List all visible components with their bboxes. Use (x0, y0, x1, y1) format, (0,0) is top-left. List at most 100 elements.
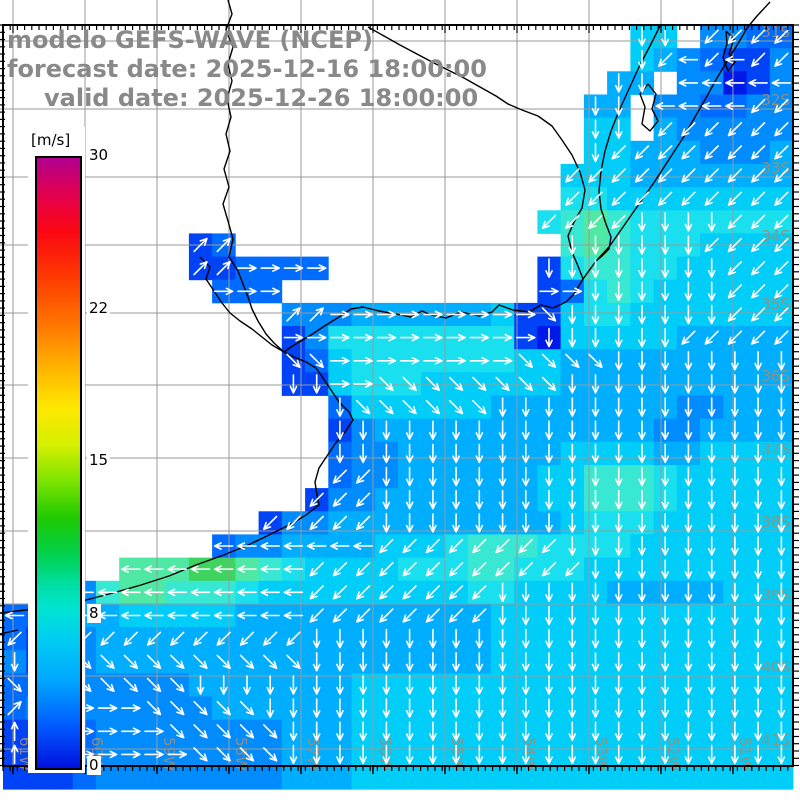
wind-direction-arrow (498, 675, 507, 695)
wind-speed-cell (490, 766, 515, 790)
wind-direction-arrow (661, 397, 670, 417)
wind-direction-arrow (707, 281, 716, 302)
wind-direction-arrow (382, 698, 391, 718)
wind-direction-arrow (591, 744, 600, 765)
wind-direction-arrow (216, 654, 231, 669)
wind-direction-arrow (263, 654, 278, 669)
wind-direction-arrow (638, 698, 646, 718)
wind-direction-arrow (498, 605, 507, 626)
wind-direction-arrow (452, 466, 460, 487)
lat-label: 32S (761, 91, 790, 109)
wind-speed-cell (514, 766, 538, 790)
colorbar-gradient-bar (35, 156, 82, 770)
wind-direction-arrow (568, 721, 577, 742)
wind-direction-arrow (701, 102, 722, 110)
wind-direction-arrow (704, 237, 719, 253)
wind-direction-arrow (429, 721, 437, 742)
wind-direction-arrow (731, 374, 739, 394)
wind-direction-arrow (312, 721, 321, 742)
wind-direction-arrow (336, 420, 344, 440)
wind-direction-arrow (379, 399, 394, 415)
wind-direction-arrow (405, 420, 414, 440)
wind-direction-arrow (263, 515, 278, 530)
wind-direction-arrow (591, 721, 600, 742)
wind-direction-arrow (359, 628, 367, 649)
wind-direction-arrow (661, 327, 670, 348)
wind-direction-arrow (565, 168, 580, 183)
wind-direction-arrow (289, 721, 298, 742)
wind-direction-arrow (521, 582, 530, 603)
wind-direction-arrow (638, 466, 646, 487)
wind-direction-arrow (541, 376, 557, 392)
wind-direction-arrow (405, 675, 414, 695)
wind-direction-arrow (336, 721, 344, 742)
wind-direction-arrow (425, 538, 440, 554)
wind-direction-arrow (190, 611, 211, 620)
wind-speed-cell (165, 766, 190, 790)
wind-direction-arrow (614, 698, 623, 718)
wind-direction-arrow (684, 536, 693, 556)
wind-direction-arrow (614, 304, 623, 325)
wind-direction-arrow (472, 585, 487, 600)
wind-direction-arrow (684, 652, 693, 672)
wind-direction-arrow (684, 698, 693, 718)
wind-direction-arrow (704, 168, 719, 183)
wind-direction-arrow (376, 310, 397, 319)
wind-direction-arrow (754, 466, 762, 487)
wind-direction-arrow (498, 420, 507, 440)
wind-direction-arrow (611, 214, 626, 229)
wind-speed-cell (700, 766, 724, 790)
wind-direction-arrow (356, 562, 371, 577)
wind-direction-arrow (429, 675, 437, 695)
wind-direction-arrow (312, 628, 321, 649)
wind-direction-arrow (359, 443, 367, 464)
wind-direction-arrow (309, 585, 324, 600)
wind-direction-arrow (681, 168, 696, 183)
lat-label: 31S (761, 23, 790, 41)
wind-direction-arrow (10, 744, 19, 765)
wind-direction-arrow (707, 721, 716, 742)
wind-direction-arrow (7, 677, 22, 693)
wind-direction-arrow (771, 79, 792, 87)
wind-direction-arrow (239, 654, 255, 669)
wind-direction-arrow (260, 287, 280, 296)
wind-direction-arrow (754, 605, 762, 626)
wind-direction-arrow (545, 420, 553, 440)
wind-direction-arrow (777, 466, 786, 487)
wind-direction-arrow (611, 168, 626, 183)
wind-direction-arrow (684, 443, 693, 464)
wind-direction-arrow (216, 700, 231, 716)
wind-direction-arrow (751, 191, 766, 206)
wind-direction-arrow (472, 562, 487, 577)
wind-direction-arrow (283, 264, 304, 272)
coastline-lagoa-mirim (639, 83, 659, 132)
lat-label: 40S (761, 658, 790, 676)
wind-direction-arrow (661, 212, 670, 232)
forecast-date-line: forecast date: 2025-12-16 18:00:00 (7, 55, 487, 83)
wind-direction-arrow (754, 559, 762, 579)
wind-direction-arrow (216, 747, 231, 762)
wind-direction-arrow (475, 675, 484, 695)
wind-direction-arrow (144, 565, 164, 573)
wind-direction-arrow (146, 631, 162, 646)
wind-direction-arrow (638, 397, 646, 417)
wind-direction-arrow (429, 744, 437, 765)
wind-direction-arrow (448, 538, 464, 554)
wind-direction-arrow (727, 261, 743, 276)
wind-direction-arrow (754, 628, 762, 649)
wind-direction-arrow (684, 304, 693, 325)
wind-direction-arrow (425, 585, 440, 600)
wind-direction-arrow (727, 168, 743, 183)
wind-direction-arrow (452, 513, 460, 533)
wind-direction-arrow (661, 721, 670, 742)
wind-direction-arrow (658, 145, 673, 160)
wind-direction-arrow (707, 212, 716, 232)
wind-direction-arrow (684, 258, 693, 278)
wind-direction-arrow (356, 515, 371, 530)
wind-direction-arrow (332, 608, 348, 623)
wind-direction-arrow (661, 466, 670, 487)
wind-direction-arrow (634, 191, 650, 206)
wind-direction-arrow (681, 145, 696, 160)
wind-direction-arrow (193, 654, 208, 669)
wind-direction-arrow (748, 79, 768, 87)
